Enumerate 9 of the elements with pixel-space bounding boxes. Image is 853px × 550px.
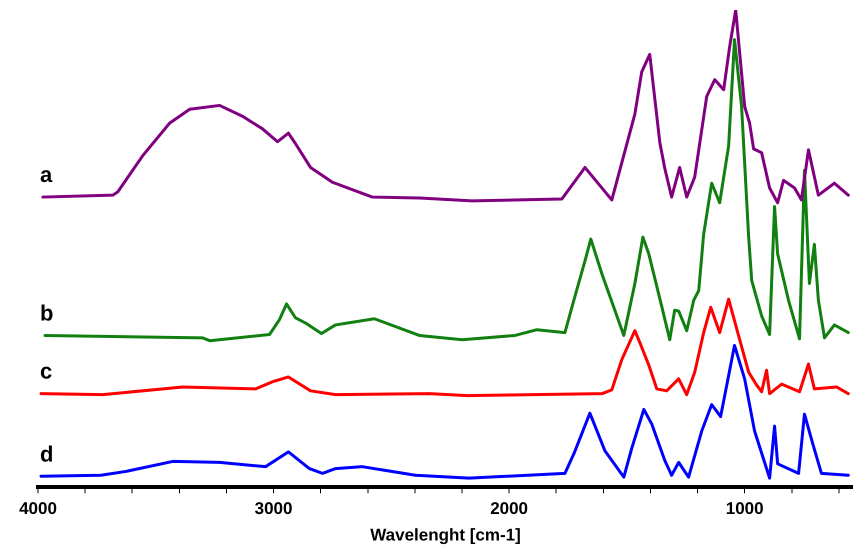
x-tick-label: 2000 — [490, 499, 528, 518]
x-axis-title: Wavelenght [cm-1] — [370, 525, 521, 544]
x-tick-label: 4000 — [19, 499, 57, 518]
series-label: d — [40, 441, 54, 466]
series-label: c — [40, 358, 52, 384]
x-tick-label: 1000 — [726, 499, 764, 518]
series-label: a — [40, 162, 53, 188]
series-label: b — [40, 300, 54, 326]
x-tick-label: 3000 — [254, 499, 292, 518]
